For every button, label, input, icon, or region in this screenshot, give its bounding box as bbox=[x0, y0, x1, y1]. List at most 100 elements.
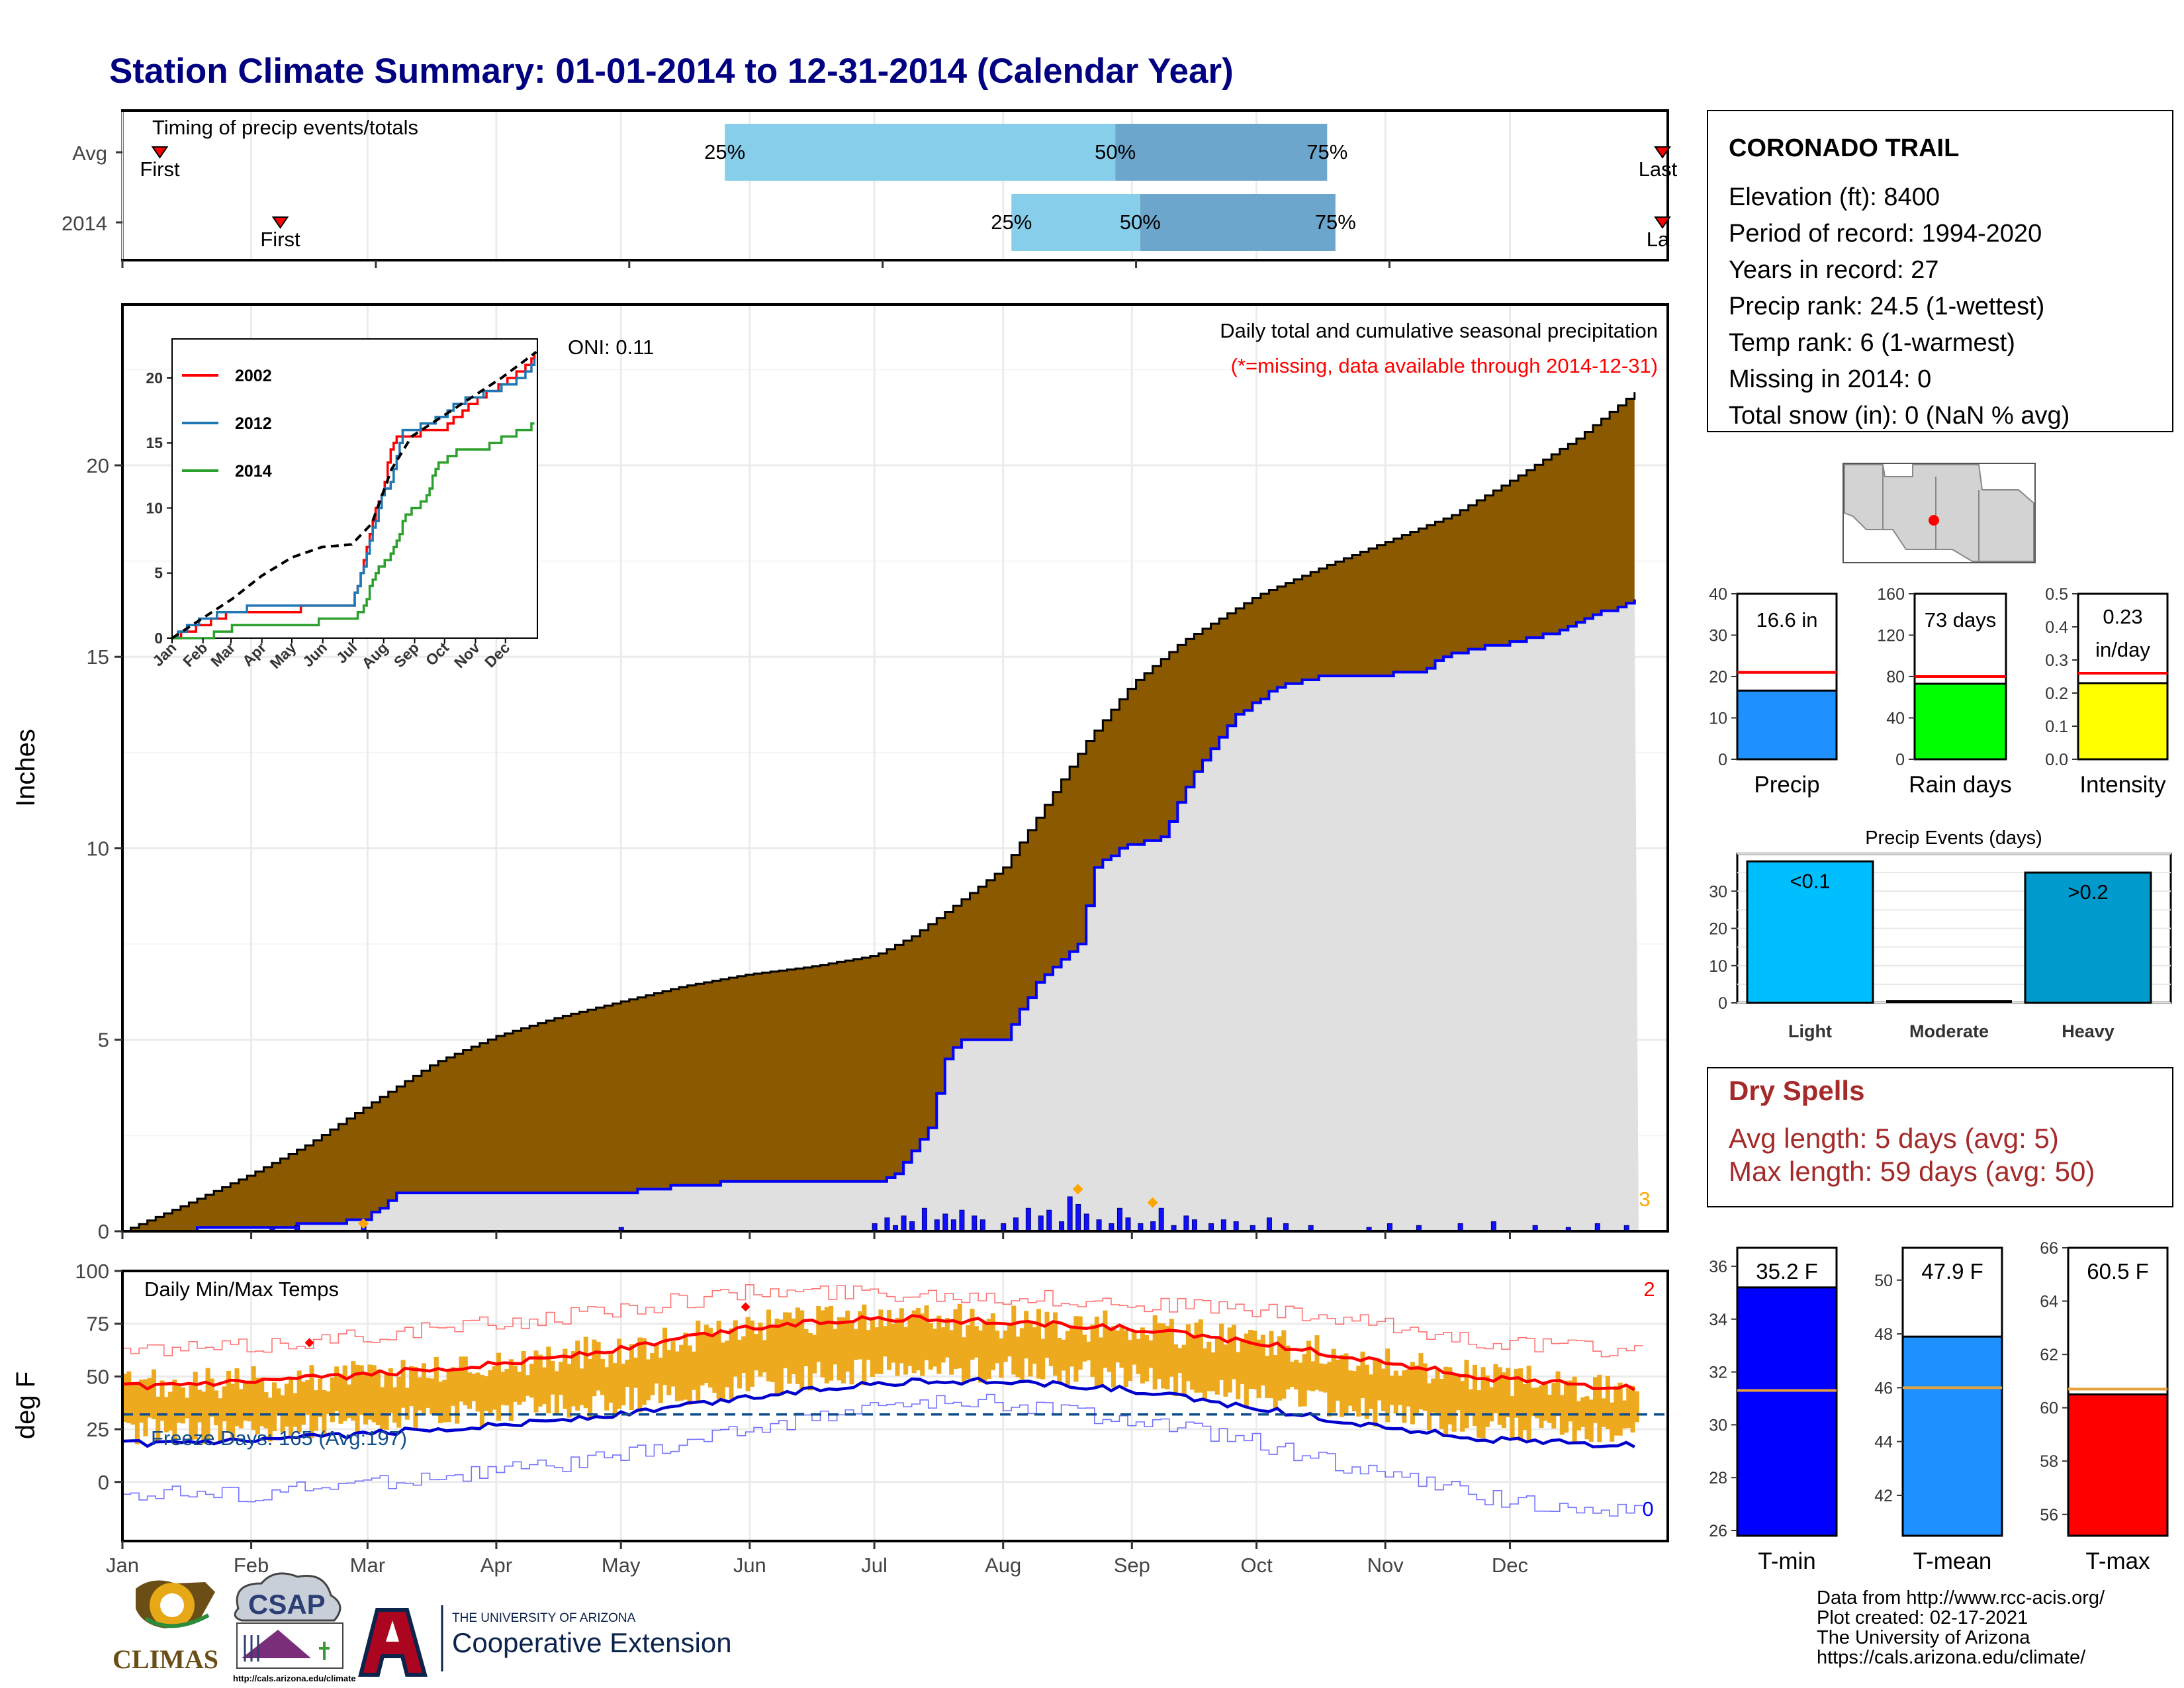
daily-precip-bar bbox=[1183, 1215, 1189, 1232]
daily-temp-bar bbox=[1214, 1338, 1220, 1395]
daily-precip-bar bbox=[1150, 1221, 1156, 1232]
timing-title: Timing of precip events/totals bbox=[152, 116, 418, 139]
daily-temp-bar bbox=[1302, 1354, 1307, 1407]
t-min-ytick-label: 34 bbox=[1709, 1311, 1727, 1329]
daily-temp-bar bbox=[500, 1372, 506, 1405]
daily-temp-bar bbox=[982, 1321, 987, 1382]
daily-temp-bar bbox=[583, 1336, 588, 1409]
daily-temp-bar bbox=[1489, 1387, 1494, 1422]
daily-temp-bar bbox=[300, 1382, 306, 1425]
daily-temp-bar bbox=[513, 1366, 518, 1402]
daily-temp-bar bbox=[853, 1329, 858, 1360]
csap-url: http://cals.arizona.edu/climate bbox=[233, 1673, 356, 1683]
station-name: CORONADO TRAIL bbox=[1729, 134, 1959, 162]
current-cumulative-line bbox=[122, 599, 1636, 1233]
precip-total-ytick-label: 10 bbox=[1709, 710, 1727, 728]
daily-temp-bar bbox=[612, 1363, 617, 1417]
daily-temp-bar bbox=[417, 1377, 422, 1411]
daily-precip-bar bbox=[1038, 1215, 1044, 1232]
daily-temp-bar bbox=[774, 1318, 780, 1395]
daily-temp-bar bbox=[866, 1330, 871, 1360]
daily-precip-bar bbox=[1025, 1207, 1031, 1232]
daily-temp-bar bbox=[1185, 1324, 1191, 1382]
daily-temp-bar bbox=[791, 1318, 796, 1375]
daily-temp-bar bbox=[1389, 1376, 1394, 1405]
daily-temp-bar bbox=[1061, 1339, 1066, 1371]
precip-events-ytick-label: 0 bbox=[1718, 994, 1727, 1013]
daily-temp-bar bbox=[716, 1321, 721, 1399]
daily-temp-bar bbox=[197, 1389, 203, 1423]
daily-temp-bar bbox=[928, 1323, 933, 1370]
daily-temp-bar bbox=[820, 1310, 825, 1378]
daily-temp-bar bbox=[1048, 1322, 1054, 1366]
daily-temp-bar bbox=[189, 1385, 194, 1440]
daily-temp-bar bbox=[766, 1309, 771, 1382]
daily-temp-bar bbox=[421, 1363, 427, 1415]
daily-temp-bar bbox=[679, 1344, 684, 1401]
daily-temp-bar bbox=[338, 1374, 343, 1424]
dry-spells-title: Dry Spells bbox=[1729, 1075, 1864, 1106]
daily-temp-bar bbox=[1576, 1401, 1581, 1431]
first-event-label: First bbox=[260, 228, 300, 251]
daily-temp-bar bbox=[1077, 1316, 1083, 1370]
daily-temp-bar bbox=[749, 1321, 754, 1387]
intensity-ytick-label: 0.3 bbox=[2045, 651, 2068, 670]
timing-p75-label: 75% bbox=[1315, 211, 1356, 234]
precip-total-ytick-label: 20 bbox=[1709, 668, 1727, 686]
month-label: Nov bbox=[1367, 1554, 1404, 1577]
daily-temp-bar bbox=[234, 1368, 240, 1427]
daily-temp-bar bbox=[309, 1365, 314, 1438]
daily-temp-bar bbox=[1057, 1338, 1062, 1382]
t-min-ytick-label: 30 bbox=[1709, 1416, 1727, 1434]
daily-temp-bar bbox=[778, 1319, 784, 1396]
daily-temp-bar bbox=[276, 1388, 281, 1414]
precip-total-category-label: Precip bbox=[1754, 772, 1819, 798]
daily-temp-bar bbox=[1393, 1370, 1398, 1414]
oni-label: ONI: 0.11 bbox=[568, 336, 654, 359]
intensity-ytick-label: 0.0 bbox=[2045, 751, 2068, 769]
month-label: Sep bbox=[1114, 1554, 1150, 1577]
daily-temp-bar bbox=[1510, 1396, 1515, 1439]
daily-temp-bar bbox=[496, 1352, 501, 1421]
daily-temp-bar bbox=[907, 1317, 913, 1366]
daily-temp-bar bbox=[205, 1368, 210, 1440]
t-min-ytick-label: 26 bbox=[1709, 1522, 1727, 1540]
daily-temp-bar bbox=[953, 1309, 958, 1370]
temp-ytick-label: 100 bbox=[75, 1260, 109, 1283]
t-max-category-label: T-max bbox=[2085, 1548, 2150, 1574]
daily-precip-bar bbox=[1266, 1217, 1272, 1232]
daily-precip-bar bbox=[972, 1215, 978, 1232]
daily-temp-bar bbox=[1090, 1324, 1095, 1377]
daily-temp-bar bbox=[1119, 1326, 1124, 1368]
t-mean-value-label: 47.9 F bbox=[1921, 1259, 1983, 1284]
daily-temp-bar bbox=[1526, 1366, 1531, 1441]
precip-events-title: Precip Events (days) bbox=[1865, 827, 2042, 849]
average-cumulative-area bbox=[122, 392, 1635, 1231]
precip-ylabel: Inches bbox=[11, 729, 40, 807]
daily-precip-bar bbox=[884, 1217, 890, 1232]
daily-temp-bar bbox=[999, 1338, 1004, 1378]
daily-temp-bar bbox=[259, 1377, 265, 1427]
daily-temp-bar bbox=[1381, 1368, 1386, 1411]
daily-temp-bar bbox=[1572, 1376, 1577, 1444]
daily-precip-bar bbox=[942, 1213, 948, 1232]
daily-temp-bar bbox=[1236, 1352, 1241, 1399]
daily-temp-bar bbox=[1252, 1331, 1257, 1389]
month-label: Mar bbox=[350, 1554, 385, 1577]
daily-temp-bar bbox=[1165, 1326, 1170, 1389]
daily-temp-bar bbox=[936, 1315, 942, 1374]
station-info-box: CORONADO TRAIL Elevation (ft): 8400 Perio… bbox=[1707, 110, 2173, 432]
daily-temp-bar bbox=[359, 1365, 364, 1415]
daily-temp-bar bbox=[567, 1364, 572, 1418]
rain-days-category-label: Rain days bbox=[1909, 772, 2012, 798]
daily-temp-bar bbox=[940, 1327, 946, 1363]
daily-temp-bar bbox=[1480, 1367, 1486, 1438]
daily-temp-bar bbox=[1564, 1380, 1569, 1433]
daily-temp-bar bbox=[305, 1380, 310, 1415]
daily-temp-bar bbox=[1231, 1325, 1237, 1380]
daily-temp-bar bbox=[666, 1350, 672, 1395]
daily-temp-bar bbox=[1506, 1368, 1511, 1418]
daily-temp-bar bbox=[1555, 1371, 1561, 1417]
rain-days-ytick-label: 160 bbox=[1877, 585, 1905, 604]
